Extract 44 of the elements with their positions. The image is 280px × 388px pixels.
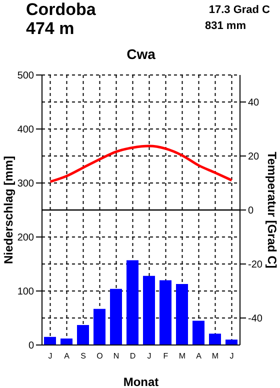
bar [60, 338, 72, 345]
bar [77, 325, 89, 345]
bar [160, 280, 172, 345]
x-tick-label: J [230, 352, 234, 361]
x-tick-label: N [113, 352, 120, 361]
bar [126, 260, 138, 345]
x-tick-label: A [196, 352, 202, 361]
x-tick-label: J [48, 352, 52, 361]
bar [94, 308, 106, 345]
text: Cordoba [26, 0, 96, 20]
x-tick-label: J [147, 352, 152, 361]
bar [143, 276, 155, 345]
x-tick-label: M [212, 352, 219, 361]
x-tick-label: A [64, 352, 70, 361]
y-axis-title: Niederschlag [mm] [1, 156, 16, 264]
text: 831 mm [205, 20, 246, 32]
y2-tick-label: -40 [248, 314, 263, 325]
x-tick-label: D [130, 352, 136, 361]
y-tick-label: 0 [28, 340, 34, 352]
y-tick-label: 400 [17, 124, 34, 136]
bar [226, 340, 238, 345]
x-axis-title: Monat [123, 375, 159, 388]
bar [44, 336, 56, 345]
bar [176, 284, 188, 345]
bar [192, 320, 204, 345]
y2-tick-label: 40 [248, 98, 260, 109]
line-series [49, 144, 233, 183]
x-tick-label: M [178, 352, 186, 361]
y-tick-label: 200 [17, 232, 34, 244]
text: 474 m [26, 19, 74, 39]
y-tick-label: 300 [17, 178, 34, 190]
y2-axis-title: Temperatur [Grad C] [264, 152, 279, 268]
x-tick-label: O [96, 352, 103, 361]
y-tick-label: 100 [17, 286, 34, 298]
text: 17.3 Grad C [208, 4, 270, 16]
y2-tick-label: 0 [248, 206, 254, 217]
bar [209, 334, 221, 345]
bar [110, 288, 122, 345]
chart-title: Cwa [126, 46, 156, 62]
y2-tick-label: 20 [248, 152, 260, 163]
x-tick-label: S [80, 352, 86, 361]
y-tick-label: 500 [17, 70, 34, 82]
x-tick-label: F [163, 352, 168, 361]
y2-tick-label: -20 [248, 260, 263, 271]
